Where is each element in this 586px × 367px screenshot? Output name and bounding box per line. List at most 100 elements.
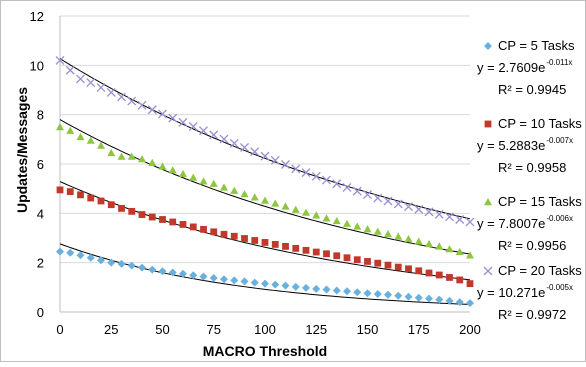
data-point	[169, 218, 177, 226]
data-points	[55, 55, 475, 308]
data-point	[311, 171, 321, 181]
legend-marker	[484, 198, 492, 206]
trend-equation: y = 10.271e	[477, 285, 545, 300]
data-point	[56, 247, 64, 256]
data-point-stroke	[127, 96, 137, 106]
data-point	[86, 78, 96, 88]
trend-equation: y = 5.2883e	[477, 138, 545, 153]
trend-r-squared: R² = 0.9958	[498, 160, 566, 175]
data-point	[281, 281, 290, 290]
data-point	[128, 207, 136, 215]
data-point-stroke	[291, 164, 301, 174]
data-point-stroke	[424, 207, 434, 217]
trend-equation-exponent: -0.011x	[546, 58, 572, 67]
data-point-stroke	[404, 202, 413, 212]
trend-r-squared: R² = 0.9945	[498, 82, 566, 97]
data-point-stroke	[117, 92, 126, 102]
data-point	[364, 258, 371, 265]
data-point-stroke	[147, 105, 157, 115]
data-point	[455, 215, 465, 224]
legend-entry-1: CP = 5 Tasks y = 2.7609e -0.011x R² = 0.994…	[477, 38, 575, 97]
y-tick-label: 12	[30, 9, 44, 24]
data-point	[158, 267, 167, 276]
data-point-stroke	[260, 151, 270, 161]
y-tick-label: 8	[37, 108, 44, 123]
data-point	[445, 212, 454, 222]
tick-labels: 0 2 4 6 8 10 12 0 25 50 75 100 125 150 175 200	[30, 9, 481, 337]
data-point	[445, 245, 454, 253]
data-point	[373, 227, 382, 235]
data-point	[250, 278, 259, 287]
y-tick-label: 4	[37, 206, 44, 221]
data-point	[178, 117, 188, 127]
data-point	[466, 280, 474, 288]
data-point-stroke	[199, 126, 208, 136]
data-point	[219, 134, 229, 144]
data-point	[415, 267, 423, 275]
y-tick-label: 6	[37, 157, 44, 172]
data-point	[199, 126, 208, 136]
data-point	[363, 190, 372, 200]
data-point	[404, 234, 413, 243]
series-4-points	[55, 55, 475, 227]
data-point-stroke	[188, 122, 198, 131]
data-point	[271, 280, 280, 289]
data-point	[353, 288, 362, 297]
data-point	[383, 196, 393, 206]
data-point	[230, 276, 239, 285]
data-point	[240, 277, 249, 286]
data-point	[240, 143, 249, 152]
data-point	[302, 246, 310, 254]
data-point	[66, 248, 75, 257]
data-point-stroke	[383, 196, 393, 206]
data-point	[250, 147, 260, 157]
data-point	[127, 152, 136, 160]
data-point-stroke	[240, 143, 249, 152]
data-point	[76, 74, 85, 84]
data-point	[322, 285, 331, 294]
data-point	[404, 202, 413, 212]
data-point-stroke	[76, 74, 85, 84]
data-point	[138, 263, 146, 272]
data-point-stroke	[178, 117, 188, 127]
data-point	[56, 123, 64, 131]
data-point	[466, 299, 474, 308]
trendline-3	[59, 119, 471, 255]
data-point	[456, 276, 464, 284]
y-tick-label: 10	[30, 58, 44, 73]
data-point	[291, 164, 301, 174]
data-point	[168, 113, 178, 123]
data-point	[271, 199, 280, 207]
data-point	[425, 239, 433, 248]
data-point-stroke	[270, 155, 280, 165]
data-point	[65, 65, 75, 75]
data-point	[404, 292, 413, 301]
data-point	[158, 162, 167, 170]
data-point	[446, 274, 453, 281]
data-point	[86, 253, 95, 262]
data-point	[434, 209, 444, 219]
data-point-stroke	[219, 134, 229, 144]
data-point	[147, 105, 157, 115]
data-point	[312, 248, 320, 256]
data-point-stroke	[465, 217, 475, 227]
data-point-stroke	[311, 171, 321, 181]
x-tick-label: 25	[104, 322, 118, 337]
data-point	[97, 141, 105, 149]
data-point	[189, 173, 198, 181]
data-point	[424, 207, 434, 217]
legend-marker	[484, 120, 492, 128]
data-point	[97, 256, 105, 265]
legend-marker	[483, 266, 493, 276]
x-tick-label: 75	[207, 322, 221, 337]
series-1-points	[56, 247, 474, 308]
data-point	[66, 126, 75, 134]
data-point	[384, 230, 392, 238]
legend: CP = 5 Tasks y = 2.7609e -0.011x R² = 0.994…	[477, 38, 582, 322]
y-tick-label: 0	[37, 305, 44, 320]
data-point	[97, 197, 105, 205]
data-point	[138, 211, 146, 218]
data-point-stroke	[158, 109, 167, 119]
data-point	[292, 244, 300, 252]
x-tick-label: 200	[459, 322, 481, 337]
